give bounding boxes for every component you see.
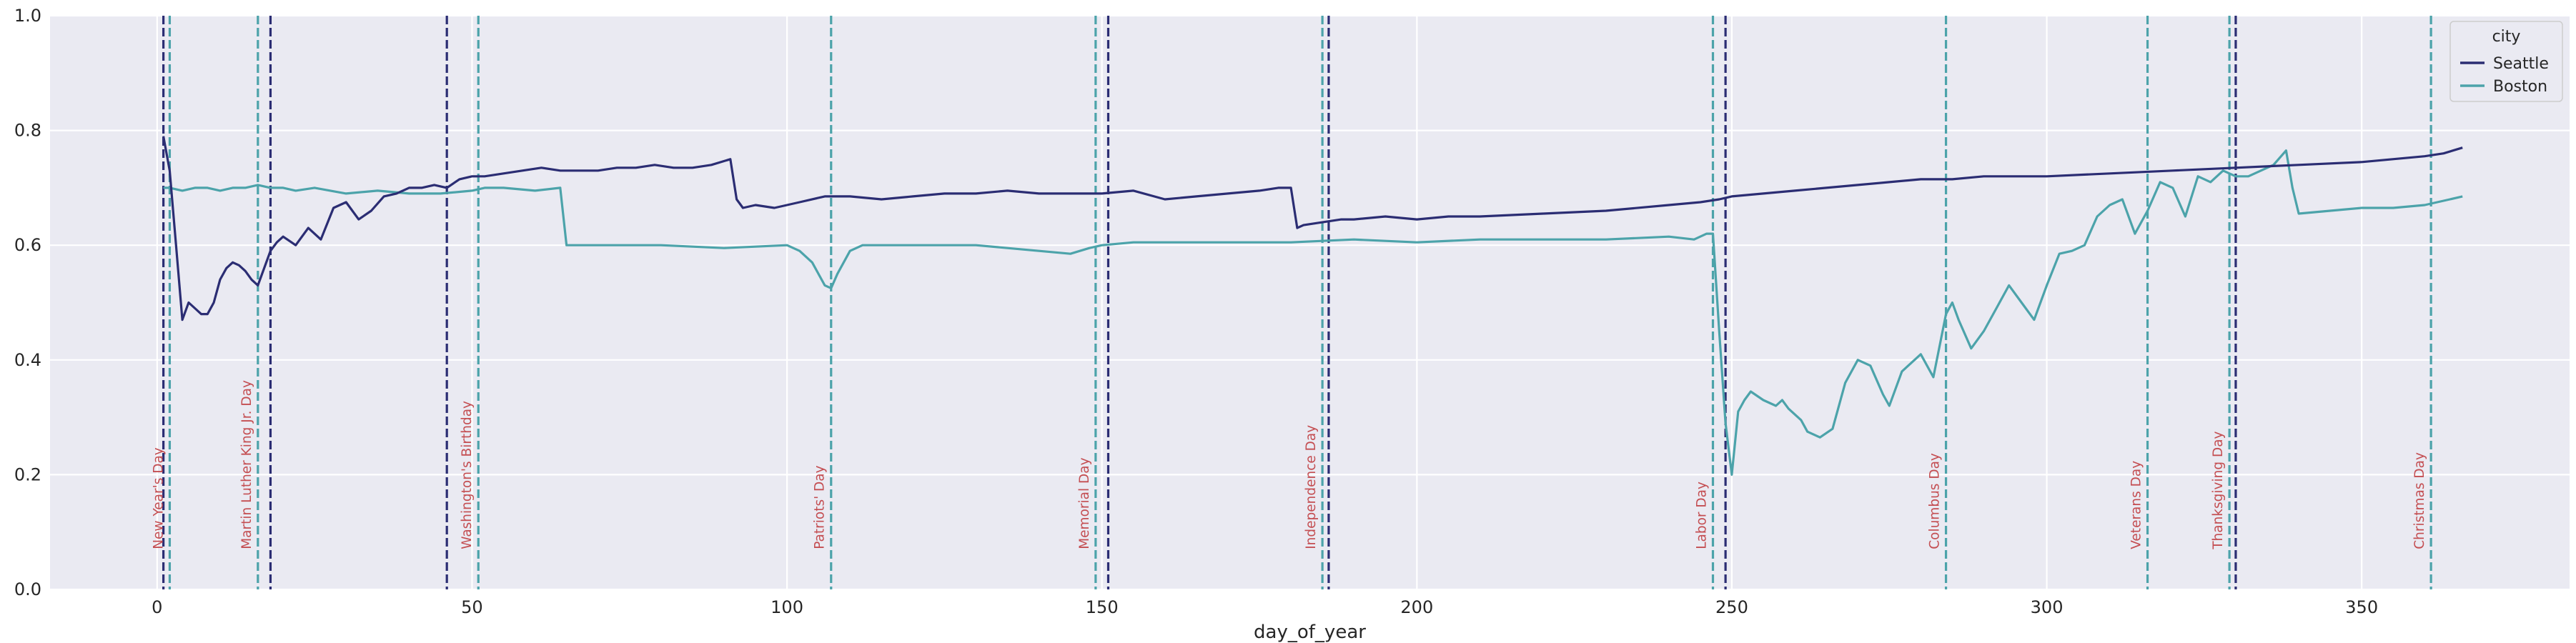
holiday-label: New Year's Day [151, 447, 166, 549]
legend-box [2449, 21, 2563, 102]
legend-entries: Seattle Boston [2460, 55, 2549, 96]
legend-title: city [2492, 28, 2521, 46]
holiday-label: Columbus Day [1928, 453, 1943, 549]
y-tick-label: 0.0 [14, 579, 41, 599]
y-tick-label: 0.4 [14, 350, 41, 370]
y-tick-label: 0.6 [14, 235, 41, 255]
x-tick-label: 150 [1086, 597, 1119, 617]
x-tick-labels: 0 50 100 150 200 250 300 350 [152, 597, 2378, 617]
holiday-label: Veterans Day [2129, 461, 2144, 549]
plot-background [50, 16, 2570, 589]
x-tick-label: 350 [2345, 597, 2378, 617]
x-axis-label: day_of_year [1254, 622, 1366, 643]
x-tick-label: 200 [1400, 597, 1433, 617]
y-tick-labels: 0.0 0.2 0.4 0.6 0.8 1.0 [14, 6, 41, 599]
holiday-label: Patriots' Day [813, 465, 828, 549]
y-tick-label: 1.0 [14, 6, 41, 26]
holiday-label: Thanksgiving Day [2211, 431, 2226, 549]
legend-label-seattle: Seattle [2493, 55, 2549, 73]
holiday-label: Christmas Day [2412, 452, 2427, 549]
holiday-lines [162, 16, 2432, 589]
holiday-label: Labor Day [1695, 482, 1710, 549]
holiday-label: Memorial Day [1077, 457, 1092, 549]
holiday-label: Independence Day [1304, 425, 1319, 549]
gridlines [50, 14, 2570, 591]
holiday-label: Washington's Birthday [460, 401, 475, 549]
x-tick-label: 50 [461, 597, 483, 617]
x-tick-label: 0 [152, 597, 162, 617]
series-line-seattle [162, 136, 2463, 322]
legend-label-boston: Boston [2493, 78, 2547, 96]
y-tick-label: 0.8 [14, 121, 41, 141]
x-tick-label: 100 [771, 597, 803, 617]
series-lines [162, 136, 2463, 477]
holiday-label: Martin Luther King Jr. Day [239, 380, 254, 549]
x-tick-label: 300 [2031, 597, 2064, 617]
series-line-boston [163, 149, 2463, 477]
legend: city Seattle Boston [2449, 21, 2563, 102]
x-tick-label: 250 [1715, 597, 1748, 617]
y-tick-label: 0.2 [14, 464, 41, 484]
holiday-labels: New Year's Day Martin Luther King Jr. Day… [151, 380, 2427, 550]
